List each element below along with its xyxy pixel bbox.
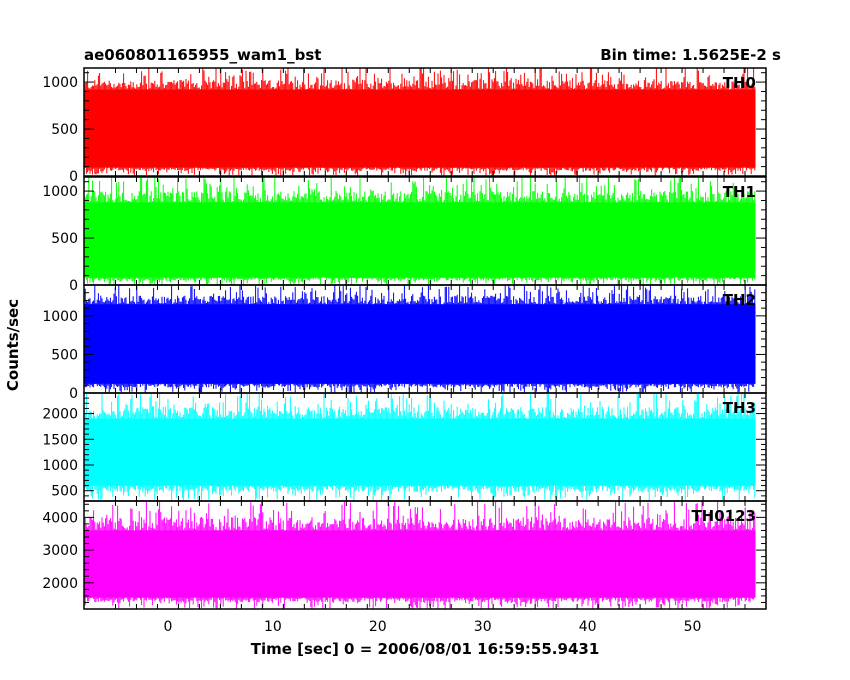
y-tick-label: 500 bbox=[51, 231, 78, 247]
y-tick-label: 1500 bbox=[42, 432, 78, 448]
panels-group: 0 500 1000 TH0 0 500 1000 TH1 0 500 1000 TH2 500 1000… bbox=[42, 67, 767, 610]
y-tick-label: 4000 bbox=[42, 510, 78, 526]
chart-title-right: Bin time: 1.5625E-2 s bbox=[600, 46, 781, 64]
series-line-th0 bbox=[84, 68, 756, 176]
panel-frame-th0 bbox=[83, 67, 767, 177]
x-tick-label: 50 bbox=[684, 619, 702, 635]
series-label-th0123: TH0123 bbox=[691, 507, 756, 525]
series-line-th2 bbox=[84, 285, 756, 393]
y-tick-label: 0 bbox=[69, 278, 78, 294]
x-tick-label: 30 bbox=[474, 619, 492, 635]
y-tick-label: 3000 bbox=[42, 543, 78, 559]
y-tick-label: 500 bbox=[51, 484, 78, 500]
y-tick-label: 2000 bbox=[42, 407, 78, 423]
y-axis-label: Counts/sec bbox=[4, 299, 22, 391]
y-tick-label: 0 bbox=[69, 169, 78, 185]
y-tick-label: 500 bbox=[51, 347, 78, 363]
series-line-th1 bbox=[84, 177, 756, 285]
series-label-th2: TH2 bbox=[723, 291, 756, 309]
x-tick-label: 40 bbox=[579, 619, 597, 635]
y-tick-label: 0 bbox=[69, 386, 78, 402]
y-tick-label: 2000 bbox=[42, 576, 78, 592]
y-tick-label: 1000 bbox=[42, 75, 78, 91]
panel-frame-th0123 bbox=[83, 500, 767, 610]
y-tick-label: 1000 bbox=[42, 184, 78, 200]
y-tick-label: 1000 bbox=[42, 458, 78, 474]
x-tick-label: 20 bbox=[369, 619, 387, 635]
series-label-th1: TH1 bbox=[723, 183, 756, 201]
series-line-th3 bbox=[84, 393, 756, 501]
x-tick-label: 0 bbox=[163, 619, 172, 635]
series-label-th0: TH0 bbox=[723, 74, 756, 92]
x-tick-label: 10 bbox=[264, 619, 282, 635]
x-axis-label: Time [sec] 0 = 2006/08/01 16:59:55.9431 bbox=[251, 640, 600, 658]
y-tick-label: 1000 bbox=[42, 309, 78, 325]
series-line-th0123 bbox=[84, 501, 756, 609]
y-tick-label: 500 bbox=[51, 122, 78, 138]
x-axis: 0 10 20 30 40 50 bbox=[163, 619, 701, 635]
chart-title-left: ae060801165955_wam1_bst bbox=[84, 46, 321, 64]
series-label-th3: TH3 bbox=[723, 399, 756, 417]
